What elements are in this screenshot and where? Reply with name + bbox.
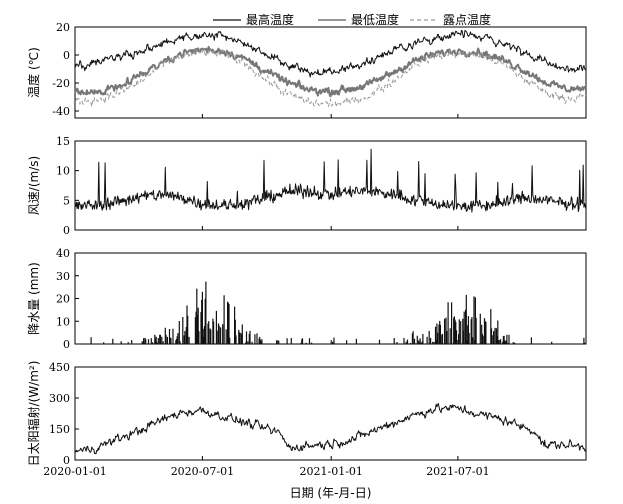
temperature-series-line-1 xyxy=(74,45,587,98)
precipitation-frame xyxy=(74,252,587,345)
legend-label-1: 最低温度 xyxy=(351,12,399,27)
temperature-frame xyxy=(74,26,587,119)
temperature-series-line-0 xyxy=(74,29,587,78)
wind-frame xyxy=(74,140,587,231)
precipitation-ytick-label: 40 xyxy=(56,247,70,260)
wind-ytick-label: 15 xyxy=(56,135,70,148)
precipitation-ytick-label: 0 xyxy=(63,338,70,351)
wind-ytick-label: 10 xyxy=(56,165,70,178)
precipitation-ylabel: 降水量 (mm) xyxy=(27,262,41,335)
temperature-series-line-2 xyxy=(74,48,587,108)
radiation-ylabel: 日太阳辐射/(W/m²) xyxy=(26,361,41,467)
temperature-ytick-label: 0 xyxy=(63,49,70,62)
precipitation-ytick-label: 20 xyxy=(56,293,70,306)
xtick-label: 2020-01-01 xyxy=(43,465,106,478)
xtick-label: 2021-01-01 xyxy=(299,465,362,478)
temperature-ytick-label: -40 xyxy=(52,105,70,118)
wind-ytick-label: 5 xyxy=(63,194,70,207)
precipitation-ytick-label: 10 xyxy=(56,315,70,328)
temperature-ytick-label: 20 xyxy=(56,21,70,34)
temperature-ylabel: 温度 (℃) xyxy=(26,47,41,98)
precipitation-ytick-label: 30 xyxy=(56,270,70,283)
temperature-ytick-label: -20 xyxy=(52,77,70,90)
radiation-series-line-0 xyxy=(74,402,587,455)
xtick-label: 2021-07-01 xyxy=(426,465,489,478)
wind-ytick-label: 0 xyxy=(63,224,70,237)
legend-label-2: 露点温度 xyxy=(443,12,491,27)
radiation-ytick-label: 300 xyxy=(49,392,70,405)
radiation-frame xyxy=(74,366,587,461)
x-axis-title: 日期 (年-月-日) xyxy=(290,486,372,500)
radiation-ytick-label: 0 xyxy=(63,454,70,467)
wind-ylabel: 风速/(m/s) xyxy=(27,156,41,215)
radiation-ytick-label: 150 xyxy=(49,423,70,436)
precipitation-bars xyxy=(90,281,586,344)
radiation-ytick-label: 450 xyxy=(49,361,70,374)
wind-series-line-0 xyxy=(74,148,587,213)
legend-label-0: 最高温度 xyxy=(246,12,294,27)
xtick-label: 2020-07-01 xyxy=(171,465,234,478)
